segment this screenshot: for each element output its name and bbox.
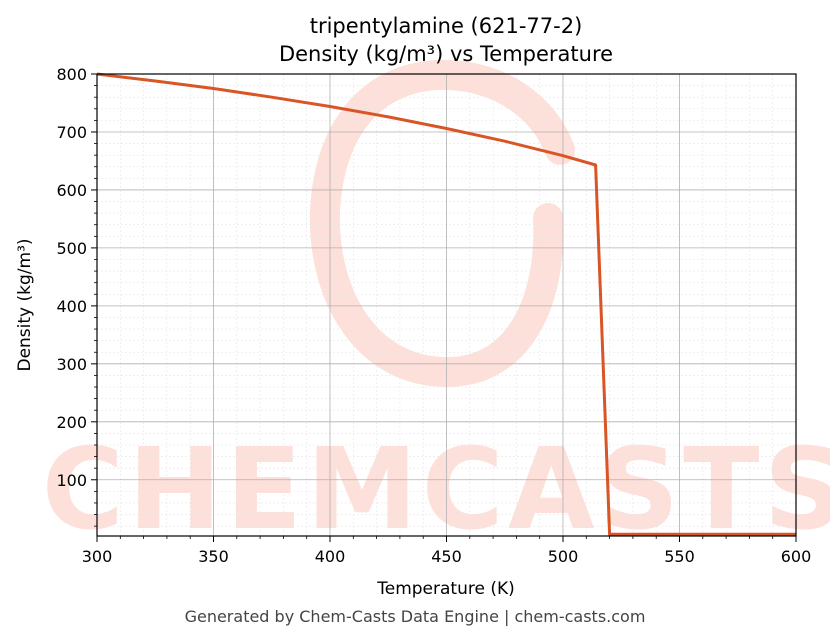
- axis-ticks: [91, 73, 797, 542]
- x-tick-label: 600: [781, 547, 812, 566]
- chart-title: tripentylamine (621-77-2): [310, 14, 583, 38]
- series-group: [96, 72, 796, 536]
- tick-labels: 300 350 400 450 500 550 600 100 200 300 400 500 600 7…: [56, 65, 811, 566]
- x-tick-label: 550: [664, 547, 695, 566]
- y-tick-label: 100: [56, 471, 87, 490]
- x-tick-label: 350: [198, 547, 229, 566]
- y-tick-label: 200: [56, 413, 87, 432]
- y-tick-label: 600: [56, 181, 87, 200]
- watermark: CHEMCASTS: [42, 59, 830, 555]
- y-tick-label: 300: [56, 355, 87, 374]
- x-tick-label: 400: [315, 547, 346, 566]
- y-tick-label: 800: [56, 65, 87, 84]
- y-tick-label: 500: [56, 239, 87, 258]
- footer-credit: Generated by Chem-Casts Data Engine | ch…: [184, 607, 646, 626]
- y-axis-title: Density (kg/m³): [15, 238, 35, 371]
- chart-subtitle: Density (kg/m³) vs Temperature: [279, 42, 613, 66]
- x-tick-label: 300: [82, 547, 113, 566]
- x-tick-label: 500: [548, 547, 579, 566]
- x-axis-title: Temperature (K): [376, 579, 515, 599]
- watermark-swirl: [309, 59, 575, 388]
- x-tick-label: 450: [431, 547, 462, 566]
- y-tick-label: 700: [56, 123, 87, 142]
- series-line-1: [96, 72, 796, 536]
- y-tick-label: 400: [56, 297, 87, 316]
